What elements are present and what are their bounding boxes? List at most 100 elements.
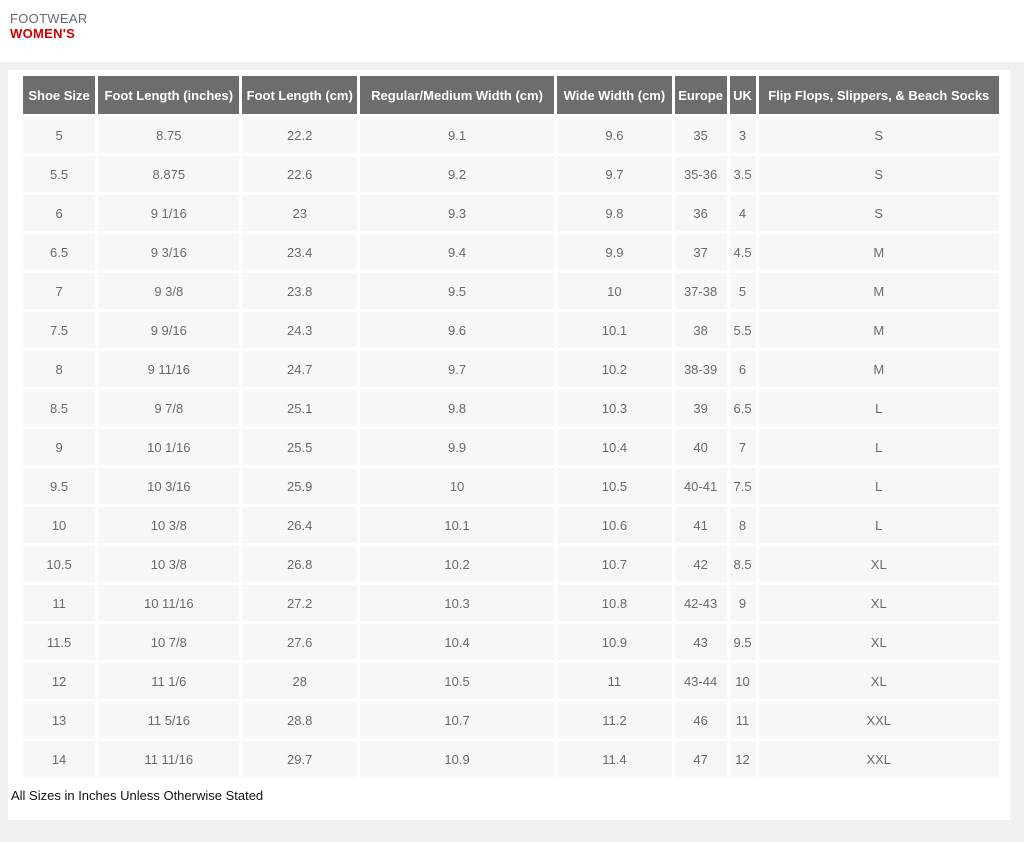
table-header: Shoe Size Foot Length (inches) Foot Length…: [23, 76, 999, 114]
cell-europe: 40-41: [674, 468, 727, 504]
cell-flip-flops-slippers-beach-socks: L: [758, 429, 999, 465]
cell-europe: 43: [674, 624, 727, 660]
column-header-foot-length-cm: Foot Length (cm): [242, 76, 357, 114]
cell-wide-width-cm: 9.7: [557, 156, 672, 192]
cell-foot-length-cm: 25.1: [242, 390, 357, 426]
cell-foot-length-cm: 28: [242, 663, 357, 699]
cell-foot-length-cm: 22.2: [242, 117, 357, 153]
cell-shoe-size: 5: [23, 117, 96, 153]
cell-flip-flops-slippers-beach-socks: XL: [758, 585, 999, 621]
cell-wide-width-cm: 10.4: [557, 429, 672, 465]
cell-europe: 35: [674, 117, 727, 153]
table-row: 14 11 11/16 29.7 10.9 11.4 47 12 XXL: [23, 741, 999, 777]
column-header-regular-medium-width-cm: Regular/Medium Width (cm): [359, 76, 555, 114]
cell-flip-flops-slippers-beach-socks: M: [758, 234, 999, 270]
column-header-wide-width-cm: Wide Width (cm): [557, 76, 672, 114]
cell-shoe-size: 7.5: [23, 312, 96, 348]
cell-wide-width-cm: 10.6: [557, 507, 672, 543]
column-header-foot-length-inches: Foot Length (inches): [98, 76, 240, 114]
cell-uk: 4.5: [729, 234, 756, 270]
cell-foot-length-cm: 28.8: [242, 702, 357, 738]
cell-shoe-size: 8: [23, 351, 96, 387]
cell-uk: 7.5: [729, 468, 756, 504]
cell-regular-medium-width-cm: 10.9: [359, 741, 555, 777]
cell-uk: 3: [729, 117, 756, 153]
cell-flip-flops-slippers-beach-socks: XL: [758, 624, 999, 660]
cell-regular-medium-width-cm: 10.7: [359, 702, 555, 738]
cell-wide-width-cm: 9.6: [557, 117, 672, 153]
cell-uk: 7: [729, 429, 756, 465]
table-row: 11 10 11/16 27.2 10.3 10.8 42-43 9 XL: [23, 585, 999, 621]
cell-flip-flops-slippers-beach-socks: L: [758, 390, 999, 426]
cell-uk: 6.5: [729, 390, 756, 426]
cell-foot-length-inches: 9 11/16: [98, 351, 240, 387]
cell-shoe-size: 10: [23, 507, 96, 543]
category-label: FOOTWEAR: [10, 11, 88, 26]
cell-wide-width-cm: 10.1: [557, 312, 672, 348]
table-row: 5.5 8.875 22.6 9.2 9.7 35-36 3.5 S: [23, 156, 999, 192]
cell-foot-length-inches: 9 1/16: [98, 195, 240, 231]
cell-shoe-size: 14: [23, 741, 96, 777]
content-panel: Shoe Size Foot Length (inches) Foot Length…: [8, 70, 1010, 820]
cell-regular-medium-width-cm: 10.2: [359, 546, 555, 582]
cell-europe: 47: [674, 741, 727, 777]
table-row: 7.5 9 9/16 24.3 9.6 10.1 38 5.5 M: [23, 312, 999, 348]
cell-regular-medium-width-cm: 9.7: [359, 351, 555, 387]
cell-wide-width-cm: 11.4: [557, 741, 672, 777]
column-header-shoe-size: Shoe Size: [23, 76, 96, 114]
cell-foot-length-cm: 26.8: [242, 546, 357, 582]
cell-shoe-size: 9: [23, 429, 96, 465]
cell-shoe-size: 9.5: [23, 468, 96, 504]
cell-regular-medium-width-cm: 10.3: [359, 585, 555, 621]
cell-foot-length-inches: 9 9/16: [98, 312, 240, 348]
cell-europe: 43-44: [674, 663, 727, 699]
cell-foot-length-inches: 10 7/8: [98, 624, 240, 660]
cell-europe: 37-38: [674, 273, 727, 309]
table-row: 11.5 10 7/8 27.6 10.4 10.9 43 9.5 XL: [23, 624, 999, 660]
cell-wide-width-cm: 9.9: [557, 234, 672, 270]
cell-europe: 35-36: [674, 156, 727, 192]
cell-uk: 8.5: [729, 546, 756, 582]
cell-wide-width-cm: 10.8: [557, 585, 672, 621]
cell-foot-length-inches: 10 11/16: [98, 585, 240, 621]
cell-regular-medium-width-cm: 10.5: [359, 663, 555, 699]
cell-wide-width-cm: 9.8: [557, 195, 672, 231]
cell-europe: 42-43: [674, 585, 727, 621]
cell-regular-medium-width-cm: 9.2: [359, 156, 555, 192]
cell-foot-length-inches: 8.875: [98, 156, 240, 192]
column-header-uk: UK: [729, 76, 756, 114]
cell-foot-length-cm: 23: [242, 195, 357, 231]
table-row: 10.5 10 3/8 26.8 10.2 10.7 42 8.5 XL: [23, 546, 999, 582]
cell-foot-length-cm: 26.4: [242, 507, 357, 543]
cell-regular-medium-width-cm: 10.4: [359, 624, 555, 660]
cell-foot-length-inches: 9 3/8: [98, 273, 240, 309]
cell-europe: 42: [674, 546, 727, 582]
column-header-flip-flops-slippers-beach-socks: Flip Flops, Slippers, & Beach Socks: [758, 76, 999, 114]
cell-flip-flops-slippers-beach-socks: M: [758, 273, 999, 309]
cell-foot-length-inches: 9 3/16: [98, 234, 240, 270]
cell-shoe-size: 8.5: [23, 390, 96, 426]
cell-uk: 10: [729, 663, 756, 699]
cell-europe: 38: [674, 312, 727, 348]
cell-regular-medium-width-cm: 10.1: [359, 507, 555, 543]
cell-wide-width-cm: 10.9: [557, 624, 672, 660]
cell-shoe-size: 7: [23, 273, 96, 309]
cell-foot-length-cm: 25.5: [242, 429, 357, 465]
cell-foot-length-cm: 24.7: [242, 351, 357, 387]
table-row: 9.5 10 3/16 25.9 10 10.5 40-41 7.5 L: [23, 468, 999, 504]
cell-flip-flops-slippers-beach-socks: S: [758, 117, 999, 153]
cell-flip-flops-slippers-beach-socks: M: [758, 312, 999, 348]
cell-shoe-size: 6: [23, 195, 96, 231]
cell-foot-length-inches: 10 3/16: [98, 468, 240, 504]
cell-uk: 6: [729, 351, 756, 387]
cell-europe: 37: [674, 234, 727, 270]
cell-shoe-size: 13: [23, 702, 96, 738]
cell-uk: 5: [729, 273, 756, 309]
cell-regular-medium-width-cm: 9.9: [359, 429, 555, 465]
cell-regular-medium-width-cm: 9.4: [359, 234, 555, 270]
cell-wide-width-cm: 11: [557, 663, 672, 699]
table-row: 10 10 3/8 26.4 10.1 10.6 41 8 L: [23, 507, 999, 543]
cell-foot-length-inches: 10 1/16: [98, 429, 240, 465]
